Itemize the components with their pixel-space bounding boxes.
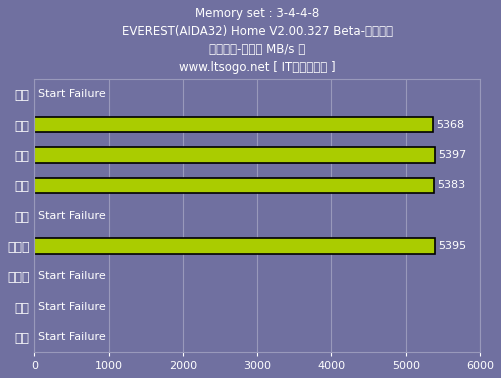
Bar [34,178,434,193]
Text: 5397: 5397 [438,150,466,160]
Bar [34,239,435,254]
Text: Start Failure: Start Failure [38,271,106,281]
Text: 5395: 5395 [438,241,466,251]
Text: Start Failure: Start Failure [38,90,106,99]
Text: Start Failure: Start Failure [38,211,106,221]
Text: Start Failure: Start Failure [38,332,106,342]
Bar [34,117,433,132]
Text: 5383: 5383 [437,180,465,191]
Title: Memory set : 3-4-4-8
EVEREST(AIDA32) Home V2.00.327 Beta-性能测试
内存读取-速率（ MB/s ）
ww: Memory set : 3-4-4-8 EVEREST(AIDA32) Hom… [122,7,393,74]
Text: Start Failure: Start Failure [38,302,106,311]
Bar [34,147,435,163]
Text: 5368: 5368 [436,120,464,130]
